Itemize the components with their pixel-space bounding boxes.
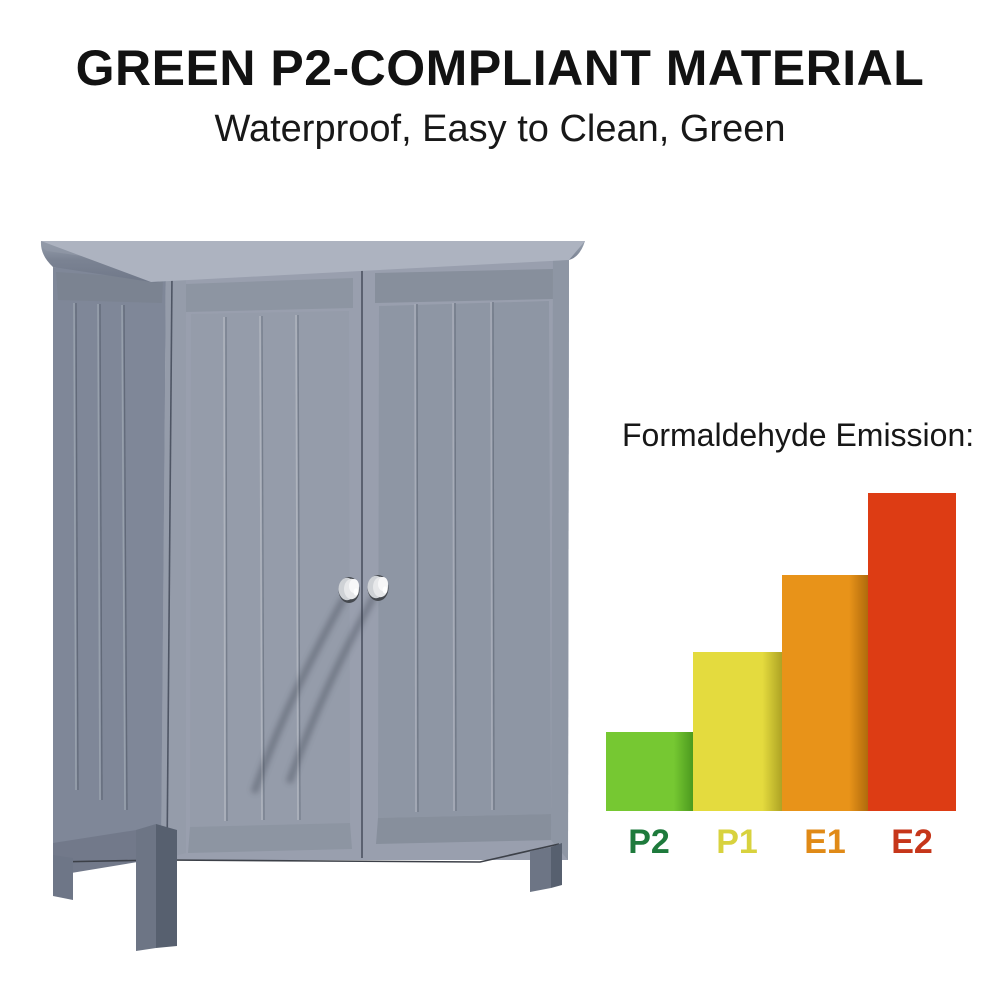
svg-text:P1: P1 [716, 823, 758, 861]
svg-text:E2: E2 [891, 823, 933, 861]
svg-text:E1: E1 [804, 823, 846, 861]
